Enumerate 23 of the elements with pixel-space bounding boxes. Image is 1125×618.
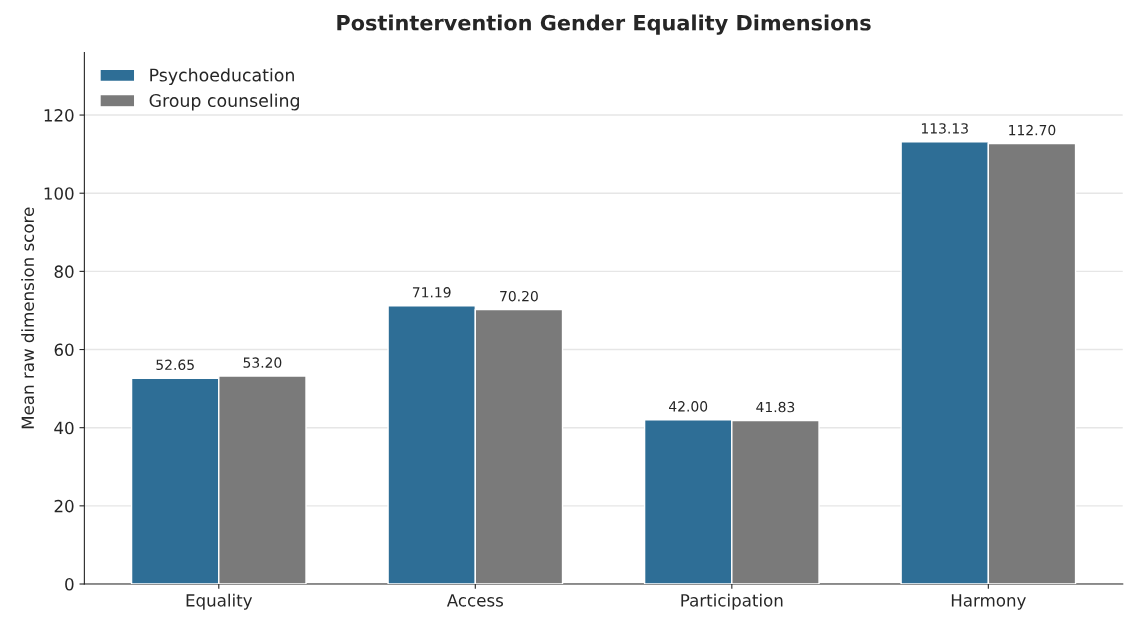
- x-tick-label: Harmony: [951, 594, 1026, 610]
- data-label: 71.19: [412, 287, 451, 298]
- x-tick-label: Equality: [186, 593, 253, 610]
- data-label: 112.70: [1009, 124, 1056, 136]
- data-label: 52.65: [156, 359, 194, 371]
- data-label: 41.83: [756, 401, 795, 413]
- y-tick-label: 40: [54, 421, 74, 435]
- y-tick-label: 80: [54, 265, 74, 278]
- y-tick-label: 120: [44, 109, 74, 122]
- data-label: 53.20: [243, 357, 282, 368]
- y-axis-title: Mean raw dimension score: [21, 207, 35, 429]
- data-label: 42.00: [669, 401, 708, 412]
- x-tick-label: Access: [446, 594, 504, 607]
- data-label: 70.20: [500, 290, 538, 302]
- y-tick-label: 100: [44, 187, 74, 200]
- data-label: 113.13: [921, 123, 968, 134]
- y-tick-label: 60: [54, 343, 74, 357]
- x-tick-label: Participation: [681, 593, 783, 610]
- legend-label: Psychoeducation: [150, 68, 294, 85]
- legend-label: Group counseling: [149, 93, 299, 111]
- y-tick-label: 20: [54, 499, 74, 513]
- chart-title: Postintervention Gender Equality Dimensions: [337, 14, 871, 35]
- y-tick-label: 0: [65, 577, 74, 591]
